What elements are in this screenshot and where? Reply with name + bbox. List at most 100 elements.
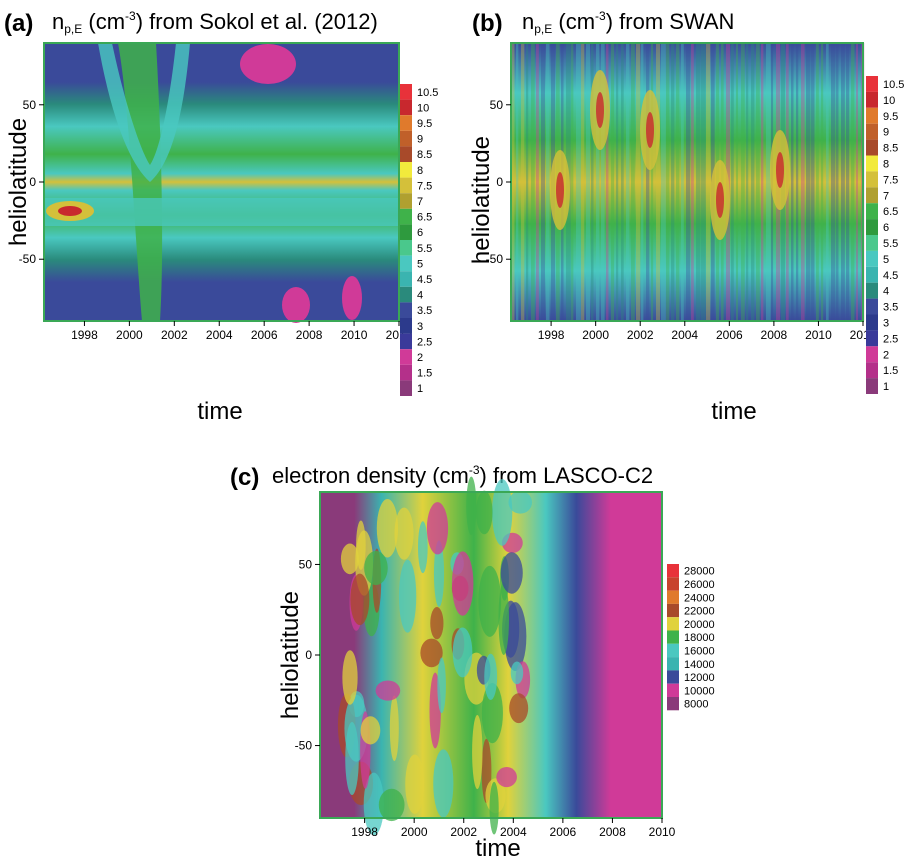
x-tick-label: 1998 xyxy=(71,328,98,342)
legend-swatch xyxy=(866,378,878,394)
panel-a-equator-core xyxy=(58,206,82,216)
x-tick-label: 2006 xyxy=(251,328,278,342)
legend-label: 14000 xyxy=(684,659,715,671)
panel-a-plot-area xyxy=(43,42,400,323)
panel-b-title: np,E (cm-3) from SWAN xyxy=(522,9,734,36)
heatmap-stripe xyxy=(761,43,764,321)
heatmap-stripe xyxy=(796,43,799,321)
heatmap-peak-core xyxy=(596,92,604,128)
y-tick-label: 0 xyxy=(305,648,312,662)
heatmap-blob xyxy=(504,602,527,672)
heatmap-peak-core xyxy=(556,172,564,208)
heatmap-blob xyxy=(472,715,483,790)
x-tick-label: 2000 xyxy=(401,825,428,839)
panel-a-heatmap xyxy=(44,43,399,321)
legend-swatch xyxy=(400,146,412,162)
legend-label: 7 xyxy=(883,190,889,202)
heatmap-stripe xyxy=(706,43,711,321)
legend-swatch xyxy=(400,380,412,396)
legend-swatch xyxy=(400,255,412,272)
x-tick-label: 2000 xyxy=(582,328,609,342)
panel-c-axes: 1998 2000 2002 2004 2006 2008 2010 -50 0 50 xyxy=(295,557,676,839)
heatmap-stripe xyxy=(816,43,819,321)
legend-swatch xyxy=(667,670,679,684)
y-tick-label: -50 xyxy=(19,252,37,266)
heatmap-stripe xyxy=(686,43,691,321)
heatmap-stripe xyxy=(696,43,701,321)
x-tick-label: 2002 xyxy=(161,328,188,342)
heatmap-stripe xyxy=(581,43,585,321)
x-tick-label: 2004 xyxy=(206,328,233,342)
y-tick-label: 50 xyxy=(299,557,313,571)
legend-swatch xyxy=(866,171,878,188)
panel-a-polar-spot-south-2 xyxy=(342,276,362,320)
legend-label: 5 xyxy=(883,254,889,266)
panel-c-xlabel: time xyxy=(475,835,520,862)
legend-label: 6.5 xyxy=(417,212,432,224)
heatmap-stripe xyxy=(841,43,845,321)
legend-label: 3 xyxy=(417,321,423,333)
heatmap-blob xyxy=(492,479,513,546)
heatmap-stripe xyxy=(671,43,675,321)
legend-swatch xyxy=(667,697,679,711)
panel-a-ylabel: heliolatitude xyxy=(5,118,32,246)
heatmap-stripe xyxy=(616,43,619,321)
legend-label: 7 xyxy=(417,196,423,208)
legend-swatch xyxy=(400,130,412,147)
x-tick-label: 1998 xyxy=(351,825,378,839)
heatmap-stripe xyxy=(741,43,745,321)
y-tick-label: 50 xyxy=(490,98,504,112)
panel-a-xlabel: time xyxy=(197,398,242,425)
heatmap-blob xyxy=(498,582,509,655)
legend-label: 4 xyxy=(417,290,423,302)
heatmap-blob xyxy=(509,693,529,724)
panel-c-stripes xyxy=(337,476,533,836)
heatmap-blob xyxy=(476,490,493,535)
heatmap-blob xyxy=(340,543,359,575)
legend-swatch xyxy=(866,123,878,140)
x-tick-label: 2002 xyxy=(627,328,654,342)
heatmap-stripe xyxy=(836,43,839,321)
legend-swatch xyxy=(400,177,412,194)
legend-swatch xyxy=(667,643,679,658)
legend-swatch xyxy=(667,683,679,697)
heatmap-blob xyxy=(360,716,381,745)
legend-label: 8 xyxy=(883,158,889,170)
legend-swatch xyxy=(866,266,878,283)
heatmap-blob xyxy=(433,749,454,818)
heatmap-blob xyxy=(376,499,399,558)
panel-a-title: np,E (cm-3) from Sokol et al. (2012) xyxy=(52,9,378,36)
heatmap-stripe xyxy=(831,43,836,321)
legend-label: 1 xyxy=(417,383,423,395)
heatmap-stripe xyxy=(511,43,515,321)
heatmap-blob xyxy=(451,551,474,616)
legend-swatch xyxy=(400,193,412,209)
heatmap-stripe xyxy=(591,43,594,321)
legend-label: 8000 xyxy=(684,699,708,711)
x-tick-label: 2006 xyxy=(716,328,743,342)
legend-label: 9.5 xyxy=(883,111,898,123)
panel-a-plume-edge xyxy=(98,43,190,182)
heatmap-stripe xyxy=(666,43,670,321)
panel-c: (c) electron density (cm-3) from LASCO-C… xyxy=(230,463,715,862)
heatmap-stripe xyxy=(661,43,666,321)
heatmap-blob xyxy=(452,627,473,678)
legend-label: 4 xyxy=(883,286,889,298)
legend-label: 1.5 xyxy=(883,365,898,377)
heatmap-stripe xyxy=(606,43,609,321)
heatmap-stripe xyxy=(731,43,734,321)
legend-swatch xyxy=(866,330,878,347)
legend-label: 2.5 xyxy=(417,336,432,348)
heatmap-stripe xyxy=(846,43,850,321)
panel-b-letter: (b) xyxy=(472,10,503,37)
x-tick-label: 2000 xyxy=(116,328,143,342)
legend-swatch xyxy=(667,603,679,618)
y-tick-label: 0 xyxy=(29,175,36,189)
heatmap-stripe xyxy=(691,43,694,321)
heatmap-stripe xyxy=(821,43,824,321)
heatmap-stripe xyxy=(541,43,545,321)
legend-swatch xyxy=(400,364,412,381)
x-tick-label: 2004 xyxy=(500,825,527,839)
